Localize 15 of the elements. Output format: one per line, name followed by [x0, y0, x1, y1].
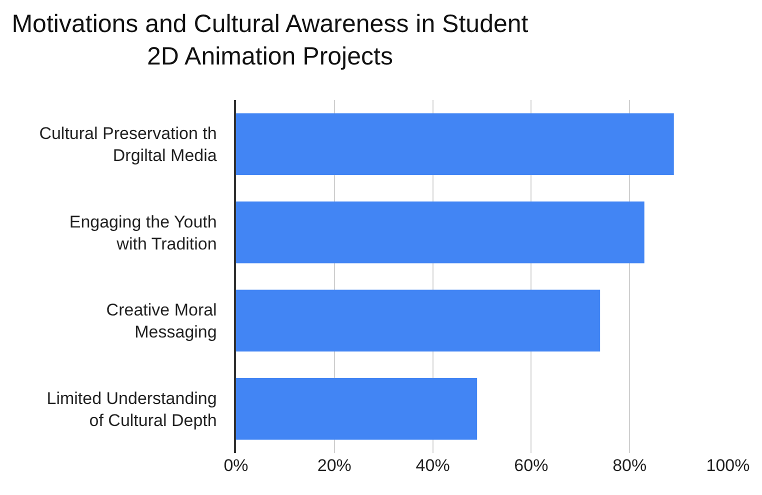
bar — [236, 290, 600, 352]
bar — [236, 201, 644, 264]
x-tick-label: 0% — [224, 456, 248, 475]
x-tick-label: 80% — [612, 456, 647, 475]
y-tick-label: Engaging the Youth with Tradition — [69, 212, 217, 254]
chart-title: Motivations and Cultural Awareness in Student 2D Animation Projects — [12, 10, 528, 71]
x-tick-label: 40% — [416, 456, 450, 475]
y-tick-label: Creative Moral Messaging — [106, 300, 217, 342]
bar — [236, 113, 674, 176]
x-tick-label: 100% — [706, 456, 750, 475]
y-tick-label: Limited Understanding of Cultural Depth — [46, 388, 217, 430]
bar — [236, 378, 478, 440]
x-tick-label: 20% — [317, 456, 352, 475]
x-tick-label: 60% — [514, 456, 548, 475]
y-tick-label: Cultural Preservation th Drgiltal Media — [39, 124, 218, 166]
